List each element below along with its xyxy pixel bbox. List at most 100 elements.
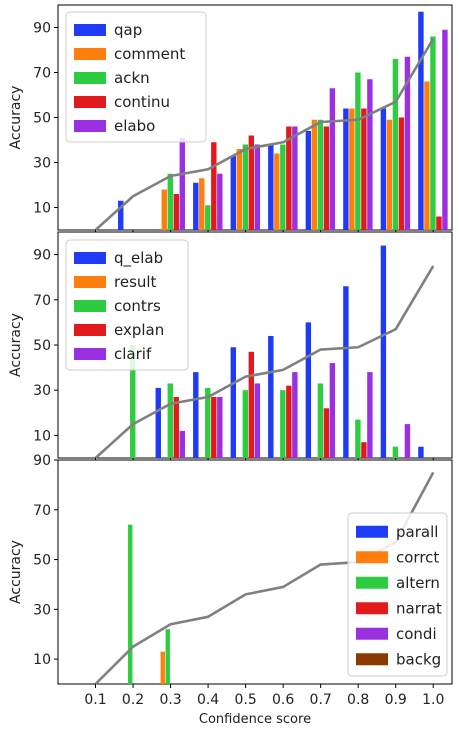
legend-entry-result: result bbox=[114, 273, 157, 291]
bar-ackn-0.8 bbox=[355, 72, 361, 230]
legend-entry-backg: backg bbox=[396, 650, 441, 668]
y-tick-label: 90 bbox=[33, 21, 51, 37]
bar-comment-0.6 bbox=[274, 153, 280, 230]
bar-comment-0.4 bbox=[199, 178, 205, 230]
reference-line bbox=[94, 265, 435, 459]
legend-swatch-condi bbox=[356, 627, 388, 640]
bar-qap-0.2 bbox=[118, 200, 124, 230]
bar-continu-0.7 bbox=[323, 126, 330, 230]
legend-box bbox=[65, 11, 207, 143]
legend-swatch-continu bbox=[74, 96, 106, 108]
x-tick-label: 0.6 bbox=[272, 692, 294, 708]
bar-q_elab-0.6 bbox=[268, 335, 274, 458]
bar-qap-0.5 bbox=[230, 155, 237, 230]
legend-swatch-qap bbox=[74, 24, 106, 36]
bar-q_elab-0.7 bbox=[305, 322, 312, 458]
legend-entry-comment: comment bbox=[114, 45, 185, 63]
bar-contrs-0.2 bbox=[130, 345, 136, 458]
y-tick-label: 70 bbox=[33, 503, 51, 519]
y-tick-label: 10 bbox=[33, 428, 51, 444]
bar-comment-0.5 bbox=[236, 149, 243, 230]
bar-elabo-0.5 bbox=[254, 144, 261, 230]
bar-elabo-0.3 bbox=[179, 137, 185, 230]
bar-q_elab-0.5 bbox=[230, 347, 237, 458]
bar-q_elab-0.4 bbox=[193, 372, 199, 458]
bar-q_elab-0.9 bbox=[380, 245, 387, 458]
legend-entry-continu: continu bbox=[114, 93, 170, 111]
y-tick-label: 10 bbox=[33, 652, 51, 668]
y-tick-label: 70 bbox=[33, 66, 51, 82]
y-tick-label: 70 bbox=[33, 293, 51, 309]
x-tick-label: 0.7 bbox=[310, 692, 332, 708]
bar-elabo-0.7 bbox=[329, 88, 336, 230]
legend-swatch-corrct bbox=[356, 551, 388, 564]
bar-altern-0.2 bbox=[128, 524, 133, 684]
legend-swatch-explan bbox=[74, 324, 106, 336]
bar-q_elab-0.3 bbox=[155, 387, 161, 458]
bar-clarif-0.6 bbox=[292, 372, 298, 458]
bar-ackn-0.6 bbox=[280, 144, 286, 230]
x-axis-label: Confidence score bbox=[199, 712, 311, 727]
reference-line bbox=[94, 38, 435, 231]
chart-panel-1: 10 30 50 70 90 Accuracy qap comment ackn continu e… bbox=[8, 4, 453, 234]
legend-swatch-q_elab bbox=[74, 252, 106, 264]
x-tick-label: 0.5 bbox=[234, 692, 256, 708]
x-tick-label: 0.8 bbox=[347, 692, 369, 708]
legend-entry-ackn: ackn bbox=[114, 69, 150, 87]
legend-entry-q_elab: q_elab bbox=[114, 249, 163, 268]
y-tick-label: 90 bbox=[33, 248, 51, 264]
legend-entry-qap: qap bbox=[114, 21, 142, 39]
legend-swatch-comment bbox=[74, 48, 106, 60]
bar-comment-0.9 bbox=[386, 119, 393, 230]
legend-entry-condi: condi bbox=[396, 625, 437, 643]
bar-qap-0.4 bbox=[193, 182, 199, 230]
bar-corrct-0.3 bbox=[160, 651, 165, 684]
bar-explan-0.3 bbox=[173, 396, 179, 458]
bar-comment-0.3 bbox=[161, 189, 167, 230]
bar-contrs-0.5 bbox=[242, 390, 249, 458]
y-tick-label: 30 bbox=[33, 602, 51, 618]
bar-continu-0.5 bbox=[248, 135, 255, 230]
bar-ackn-0.9 bbox=[392, 59, 399, 230]
legend-box bbox=[65, 239, 189, 371]
bar-continu-0.3 bbox=[173, 194, 179, 230]
y-tick-label: 50 bbox=[33, 338, 51, 354]
x-tick-label: 0.1 bbox=[84, 692, 106, 708]
legend-swatch-ackn bbox=[74, 72, 106, 84]
x-tick-label: 0.9 bbox=[385, 692, 407, 708]
bar-continu-0.8 bbox=[361, 108, 367, 230]
bar-contrs-0.8 bbox=[355, 419, 361, 458]
bar-contrs-0.7 bbox=[317, 383, 324, 458]
x-tick-label: 0.3 bbox=[159, 692, 181, 708]
bar-explan-0.4 bbox=[211, 396, 217, 458]
legend-swatch-narrat bbox=[356, 602, 388, 615]
chart-panel-3: 10 30 50 70 90 Accuracy 0.1 0.2 0.3 0.4 0.5 0.6 0.7 0… bbox=[8, 453, 453, 727]
bar-elabo-0.8 bbox=[367, 79, 373, 230]
bar-explan-0.7 bbox=[323, 408, 330, 458]
bar-elabo-1 bbox=[442, 29, 448, 230]
x-tick-label: 0.4 bbox=[197, 692, 219, 708]
bar-clarif-0.5 bbox=[254, 383, 261, 458]
y-axis-label: Accuracy bbox=[8, 540, 24, 604]
bar-continu-0.9 bbox=[398, 117, 405, 230]
bar-ackn-0.7 bbox=[317, 119, 324, 230]
legend-entry-corrct: corrct bbox=[396, 548, 439, 566]
legend-entry-explan: explan bbox=[114, 321, 164, 339]
y-tick-label: 10 bbox=[33, 201, 51, 217]
bar-clarif-0.3 bbox=[179, 430, 185, 458]
bar-clarif-0.8 bbox=[367, 372, 373, 458]
bar-qap-0.7 bbox=[305, 131, 312, 230]
bar-continu-0.4 bbox=[211, 142, 217, 230]
bar-comment-0.8 bbox=[349, 108, 355, 230]
y-tick-label: 90 bbox=[33, 453, 51, 469]
x-tick-label: 1.0 bbox=[422, 692, 444, 708]
legend-entry-clarif: clarif bbox=[114, 345, 152, 363]
bar-q_elab-0.8 bbox=[343, 286, 349, 458]
bar-qap-0.8 bbox=[343, 108, 349, 230]
bar-clarif-0.4 bbox=[217, 396, 223, 458]
bar-qap-0.9 bbox=[380, 108, 387, 230]
legend-swatch-result bbox=[74, 276, 106, 288]
